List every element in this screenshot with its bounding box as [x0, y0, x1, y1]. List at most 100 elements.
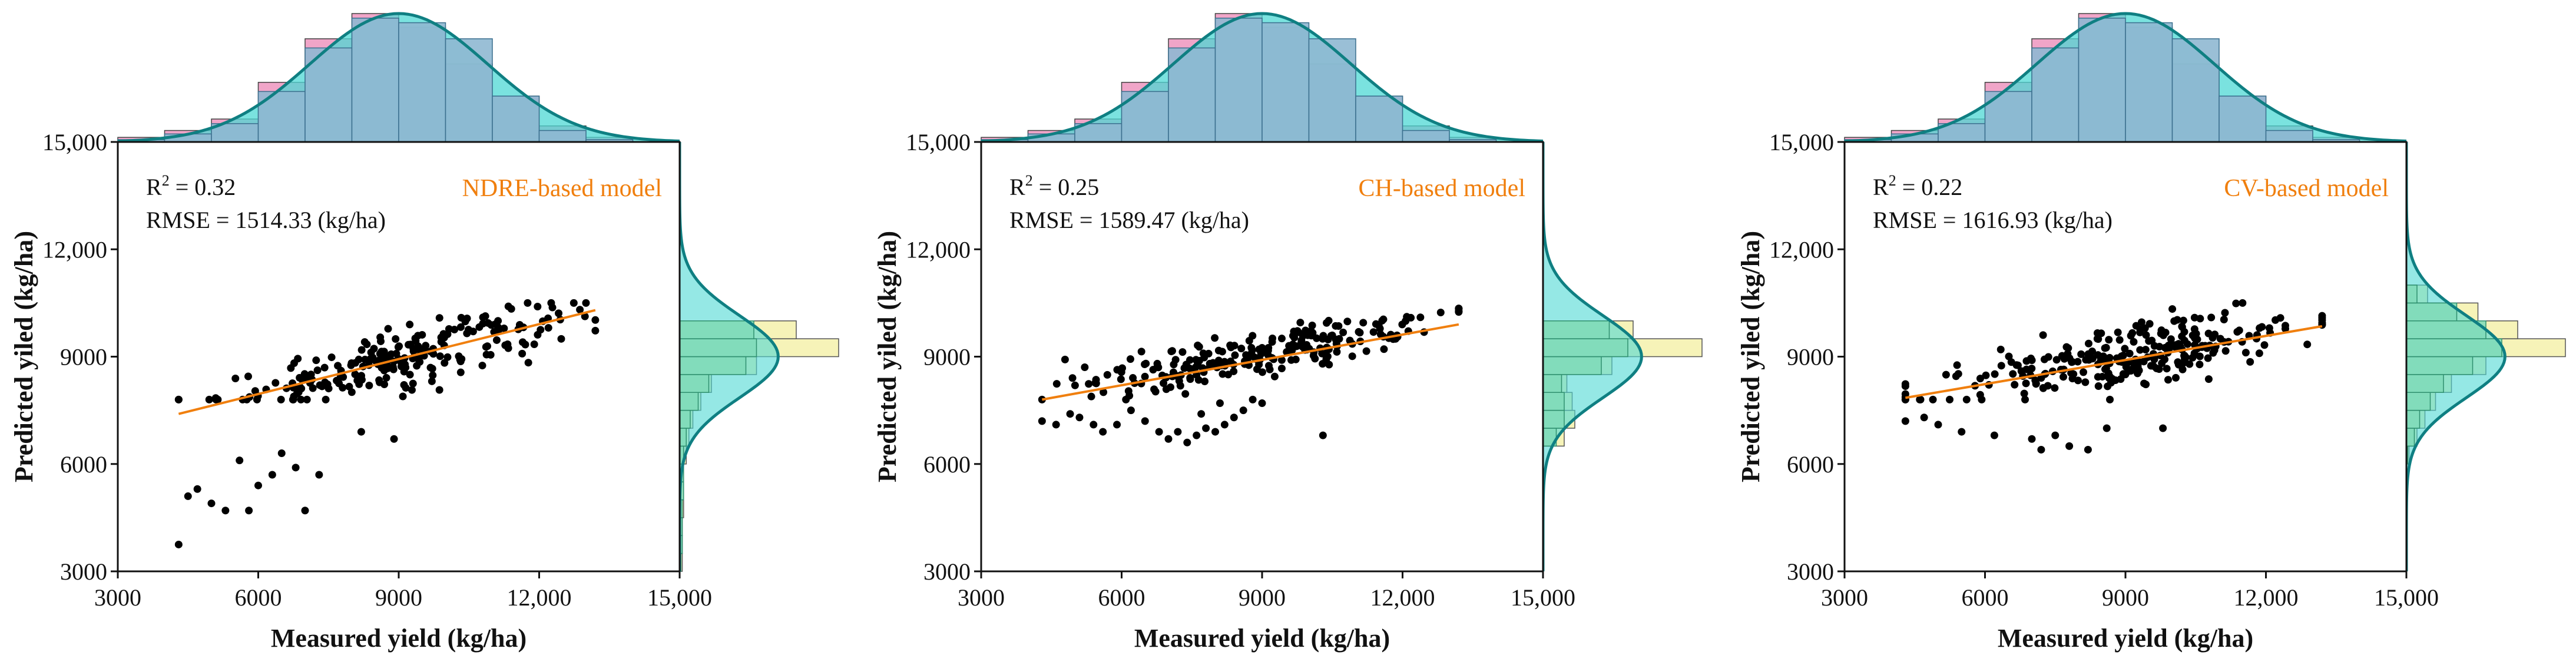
panel-2: 3000 6000 9000 12,000 15,000 3000 6000 9000 12,0…	[873, 12, 1703, 653]
scatter-point	[2276, 314, 2284, 322]
scatter-point	[1230, 367, 1238, 375]
scatter-point	[2220, 315, 2228, 323]
scatter-point	[2180, 327, 2188, 336]
top-hist-bar-b	[304, 47, 353, 143]
scatter-point	[2081, 378, 2090, 386]
scatter-point	[581, 312, 589, 320]
scatter-point	[363, 340, 371, 349]
right-hist-bar-b	[2406, 338, 2502, 358]
scatter-point	[277, 395, 285, 403]
scatter-point	[2032, 380, 2040, 388]
scatter-point	[2265, 324, 2273, 332]
scatter-point	[1231, 351, 1239, 359]
y-tick-label: 15,000	[42, 129, 107, 156]
scatter-point	[367, 348, 375, 356]
scatter-point	[2174, 358, 2182, 366]
top-hist-bar-b	[1308, 38, 1356, 143]
scatter-point	[463, 315, 471, 323]
scatter-point	[271, 379, 280, 387]
scatter-point	[1219, 370, 1227, 378]
scatter-point	[289, 395, 297, 403]
scatter-point	[361, 355, 369, 363]
right-hist-bar-b	[679, 428, 687, 447]
scatter-point	[312, 356, 320, 365]
scatter-point	[1230, 342, 1239, 350]
scatter-point	[576, 306, 584, 314]
scatter-point	[1359, 319, 1368, 327]
x-tick-label: 3000	[94, 584, 141, 611]
scatter-point	[2064, 350, 2072, 358]
scatter-point	[1170, 360, 1178, 369]
scatter-point	[1403, 313, 1411, 321]
scatter-point	[1117, 375, 1125, 383]
scatter-point	[301, 507, 309, 515]
x-tick-label: 3000	[958, 584, 1005, 611]
scatter-point	[2097, 356, 2105, 365]
x-axis-title: Measured yield (kg/ha)	[1134, 624, 1390, 653]
scatter-point	[357, 376, 366, 384]
top-hist-bar-b	[2078, 18, 2126, 143]
scatter-point	[479, 313, 487, 322]
scatter-point	[1290, 333, 1299, 342]
scatter-point	[375, 376, 383, 384]
scatter-point	[2022, 357, 2031, 365]
scatter-point	[2196, 352, 2204, 360]
scatter-point	[484, 319, 492, 327]
fit-line	[1905, 325, 2323, 399]
scatter-point	[484, 342, 492, 350]
scatter-point	[293, 389, 301, 398]
scatter-point	[2028, 435, 2036, 443]
right-hist-bar-b	[679, 409, 691, 429]
scatter-point	[429, 371, 437, 379]
model-label: CH-based model	[1359, 175, 1525, 202]
x-tick-label: 15,000	[2374, 584, 2439, 611]
scatter-point	[2014, 361, 2022, 369]
right-hist-bar-b	[2406, 392, 2431, 411]
scatter-point	[2039, 331, 2047, 339]
top-hist-bar-b	[492, 95, 540, 143]
top-hist-bar-b	[1214, 18, 1263, 143]
scatter-point	[2179, 316, 2187, 325]
scatter-point	[2101, 344, 2109, 352]
x-tick-label: 12,000	[2234, 584, 2299, 611]
scatter-point	[464, 326, 472, 334]
right-hist-bar-b	[2406, 302, 2458, 322]
scatter-point	[2080, 368, 2088, 376]
panel-3: 3000 6000 9000 12,000 15,000 3000 6000 9000 12,0…	[1736, 12, 2566, 653]
scatter-point	[339, 383, 347, 392]
scatter-point	[2221, 347, 2230, 355]
scatter-point	[1117, 368, 1125, 376]
scatter-point	[408, 386, 416, 394]
scatter-point	[2142, 381, 2150, 389]
top-hist-bar-b	[2171, 38, 2220, 143]
scatter-point	[492, 336, 501, 344]
scatter-point	[184, 492, 192, 500]
scatter-point	[253, 395, 261, 403]
y-tick-label: 6000	[923, 451, 971, 478]
scatter-point	[2051, 431, 2060, 439]
right-histogram	[1541, 142, 1703, 571]
scatter-point	[1249, 395, 1257, 403]
scatter-point	[1319, 431, 1327, 439]
scatter-points	[1901, 299, 2326, 454]
scatter-point	[2121, 345, 2129, 353]
y-axis-title: Predicted yiled (kg/ha)	[9, 231, 38, 482]
scatter-point	[2067, 369, 2075, 377]
scatter-point	[384, 325, 392, 333]
scatter-point	[2108, 375, 2116, 383]
scatter-point	[1398, 320, 1406, 329]
scatter-point	[2209, 349, 2217, 357]
scatter-point	[399, 392, 407, 401]
scatter-point	[2159, 331, 2167, 339]
scatter-point	[1920, 413, 1928, 422]
scatter-point	[1237, 345, 1246, 353]
scatter-point	[1339, 328, 1347, 336]
x-tick-label: 6000	[1962, 584, 2009, 611]
scatter-point	[1220, 421, 1229, 429]
scatter-point	[1247, 343, 1256, 352]
r-squared-label: R2 = 0.22	[1873, 172, 1962, 200]
fit-line	[178, 309, 596, 415]
scatter-point	[2119, 370, 2127, 378]
scatter-point	[2136, 346, 2144, 354]
